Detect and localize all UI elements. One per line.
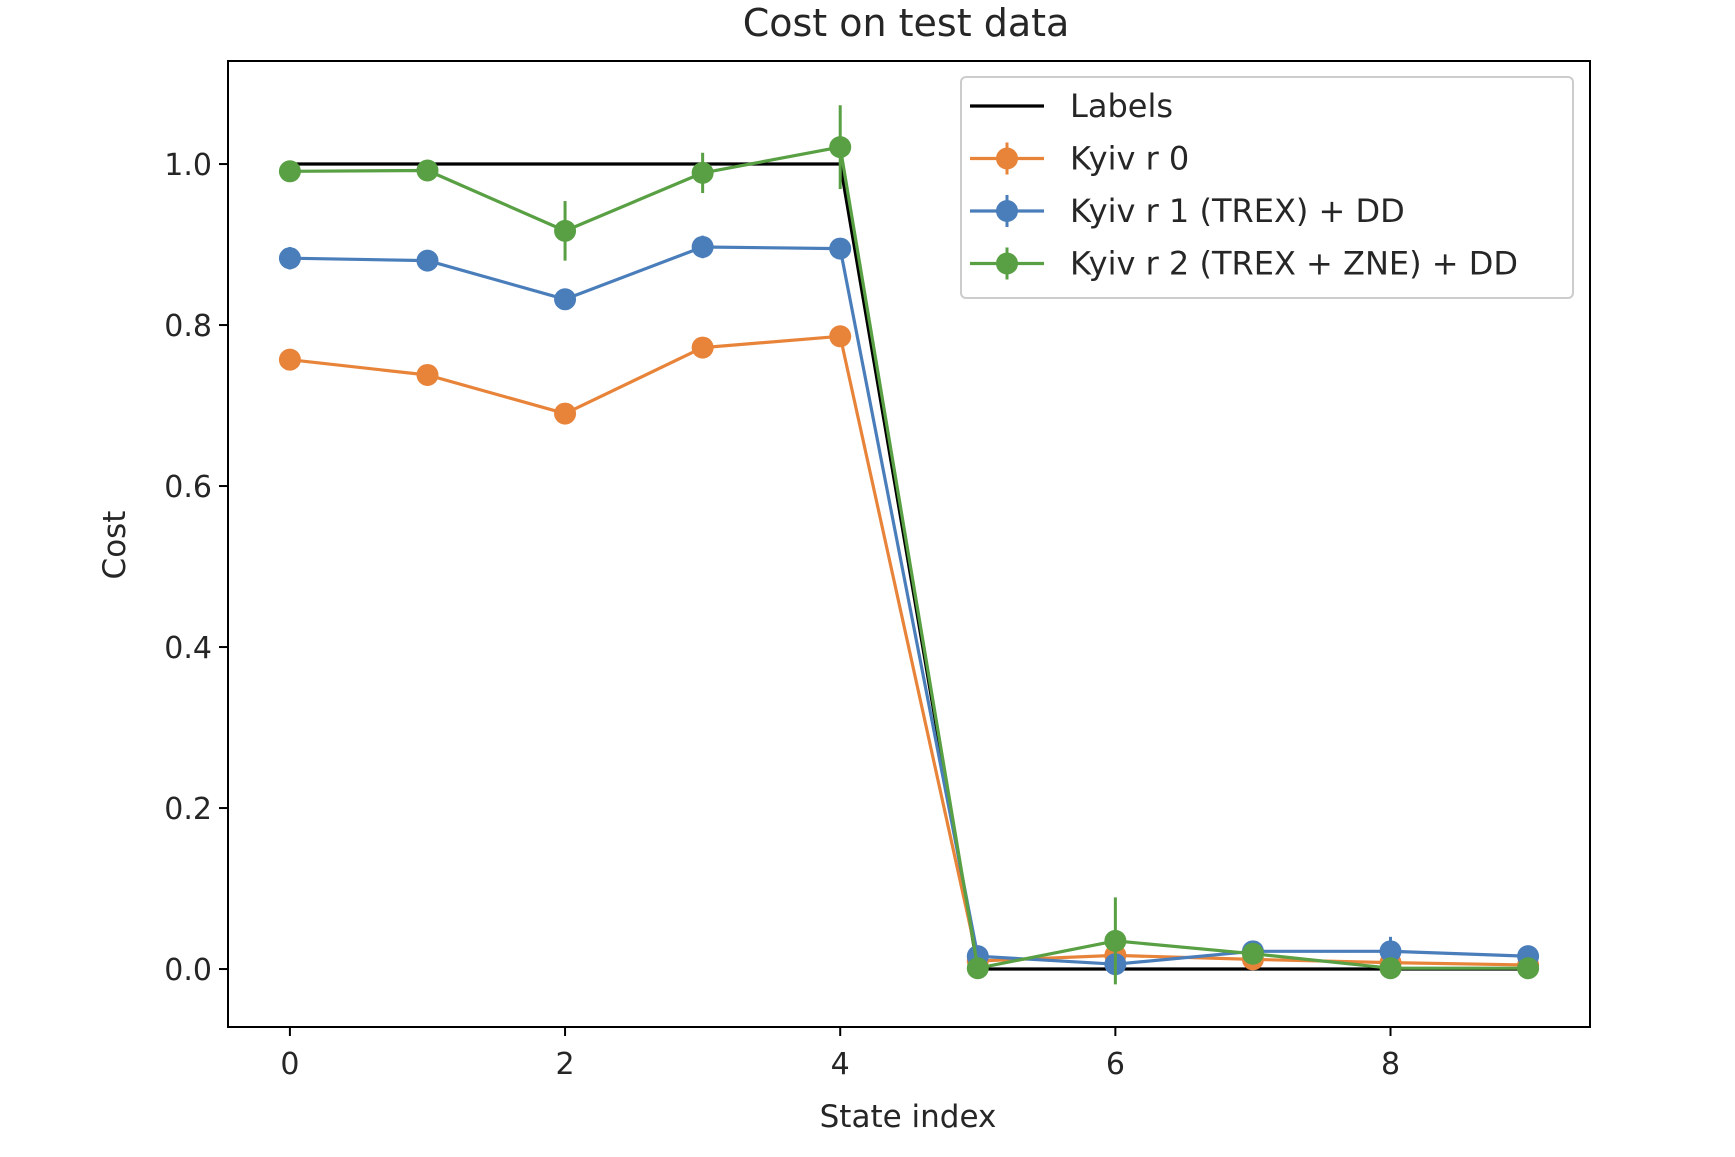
data-point (1104, 929, 1127, 952)
y-axis-label: Cost (97, 511, 133, 580)
data-point (278, 348, 301, 371)
data-point (416, 249, 439, 272)
data-point (1379, 940, 1402, 963)
legend-item-kyiv-r-0: Kyiv r 0 (970, 140, 1189, 178)
plot-area (278, 105, 1540, 985)
data-point (416, 363, 439, 386)
x-tick-label: 4 (831, 1047, 850, 1082)
data-point (829, 136, 852, 159)
legend-item-kyiv-r-1-trex-dd: Kyiv r 1 (TREX) + DD (970, 192, 1405, 230)
legend-frame (960, 76, 1574, 299)
data-point (691, 161, 714, 184)
series-line (289, 145, 1529, 970)
data-point (691, 235, 714, 258)
legend-label: Labels (1070, 87, 1173, 125)
data-point (278, 160, 301, 183)
series-line (289, 334, 1529, 967)
data-point (829, 237, 852, 260)
data-point (416, 159, 439, 182)
data-point (554, 288, 577, 311)
legend-label: Kyiv r 0 (1070, 140, 1189, 178)
x-tick-label: 2 (556, 1047, 575, 1082)
legend-label: Kyiv r 1 (TREX) + DD (1070, 192, 1405, 230)
data-point (966, 957, 989, 980)
data-point (1241, 942, 1264, 965)
legend-marker (996, 252, 1018, 275)
legend-marker (996, 200, 1018, 222)
series-kyiv-r-2-trex-zne-dd (278, 105, 1540, 985)
data-point (829, 325, 852, 348)
data-point (1517, 957, 1540, 980)
y-axis: 0.0 0.2 0.4 0.6 0.8 1.0 (164, 148, 228, 988)
series-kyiv-r-0 (278, 325, 1540, 977)
series-line (289, 245, 1529, 966)
data-point (278, 247, 301, 270)
chart-title: Cost on test data (743, 1, 1070, 45)
x-axis: 0 2 4 6 8 (280, 1027, 1400, 1082)
y-tick-label: 0.0 (164, 953, 212, 988)
data-point (554, 402, 577, 425)
legend: Labels Kyiv r 0 Kyiv r 1 (TREX) + DD Kyiv r… (960, 76, 1574, 299)
x-tick-label: 0 (280, 1047, 299, 1082)
series-kyiv-r-1-trex-dd (278, 235, 1540, 976)
legend-label: Kyiv r 2 (TREX + ZNE) + DD (1070, 245, 1518, 283)
legend-marker (996, 147, 1018, 170)
data-point (1379, 957, 1402, 980)
y-tick-label: 0.2 (164, 792, 212, 827)
data-point (554, 219, 577, 242)
x-tick-label: 8 (1381, 1047, 1400, 1082)
y-tick-label: 0.8 (164, 309, 212, 344)
y-tick-label: 1.0 (164, 148, 212, 183)
y-tick-label: 0.4 (164, 631, 212, 666)
y-tick-label: 0.6 (164, 470, 212, 505)
x-tick-label: 6 (1106, 1047, 1125, 1082)
legend-item-labels: Labels (970, 87, 1173, 125)
data-point (691, 336, 714, 359)
x-axis-label: State index (820, 1099, 997, 1135)
legend-item-kyiv-r-2-trex-zne-dd: Kyiv r 2 (TREX + ZNE) + DD (970, 245, 1518, 283)
plot-frame (227, 60, 1591, 1028)
